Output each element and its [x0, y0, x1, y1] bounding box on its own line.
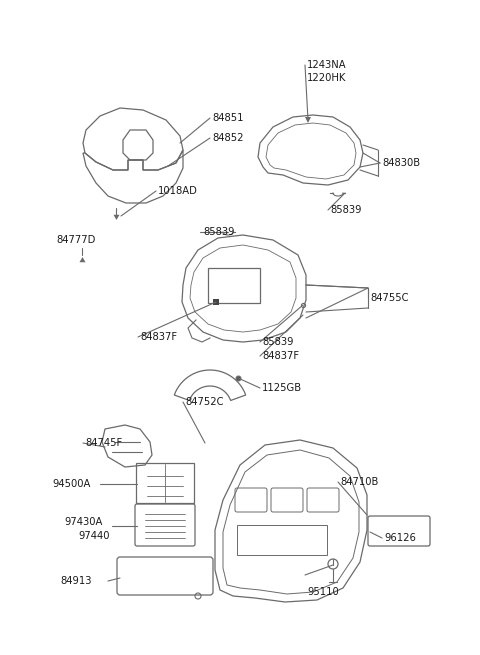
Text: 84913: 84913 [60, 576, 92, 586]
Text: 84755C: 84755C [370, 293, 408, 303]
Text: 85839: 85839 [262, 337, 293, 347]
Text: 1018AD: 1018AD [158, 186, 198, 196]
Text: 95110: 95110 [307, 587, 339, 597]
Text: 85839: 85839 [330, 205, 361, 215]
Text: 85839: 85839 [203, 227, 235, 237]
Text: 96126: 96126 [384, 533, 416, 543]
Bar [237, 525, 327, 555]
Text: 84830B: 84830B [382, 158, 420, 168]
Text: 84777D: 84777D [56, 235, 96, 245]
Text: 84745F: 84745F [85, 438, 122, 448]
Text: 97430A: 97430A [64, 517, 102, 527]
Text: 1220HK: 1220HK [307, 73, 347, 83]
Text: 84837F: 84837F [262, 351, 299, 361]
Text: 1243NA: 1243NA [307, 60, 347, 70]
Text: 94500A: 94500A [52, 479, 90, 489]
Text: 84852: 84852 [212, 133, 243, 143]
Text: 84837F: 84837F [140, 332, 177, 342]
Text: 84851: 84851 [212, 113, 243, 123]
Text: 84710B: 84710B [340, 477, 378, 487]
Text: 1125GB: 1125GB [262, 383, 302, 393]
Text: 97440: 97440 [78, 531, 109, 541]
Text: 84752C: 84752C [185, 397, 224, 407]
Bar [208, 268, 260, 303]
